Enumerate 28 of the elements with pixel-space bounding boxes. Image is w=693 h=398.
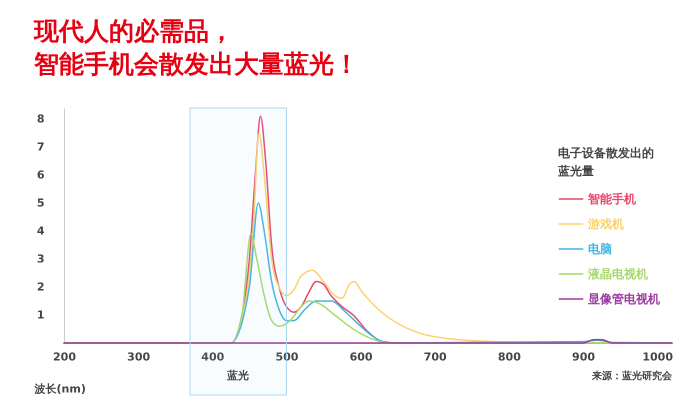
legend-label: 智能手机: [587, 192, 636, 206]
x-axis-title: 波长(nm): [34, 382, 86, 396]
legend-label: 液晶电视机: [587, 267, 648, 281]
chart-subtitle: 智能手机会散发出大量蓝光！: [33, 50, 359, 78]
y-tick-label: 5: [36, 196, 44, 210]
band-label: 蓝光: [226, 369, 250, 382]
y-tick-label: 2: [36, 280, 44, 294]
x-tick-label: 300: [127, 350, 150, 364]
x-tick-label: 900: [572, 350, 596, 364]
y-tick-label: 3: [36, 252, 44, 266]
x-tick-label: 700: [424, 350, 448, 364]
y-tick-label: 7: [36, 140, 44, 154]
x-tick-label: 200: [53, 350, 76, 364]
x-tick-label: 1000: [642, 350, 674, 364]
x-tick-label: 600: [350, 350, 373, 364]
chart-title: 现代人的必需品，: [33, 16, 234, 46]
y-tick-label: 6: [36, 168, 45, 182]
x-tick-label: 800: [498, 350, 522, 364]
y-tick-label: 1: [36, 308, 44, 322]
y-tick-label: 8: [36, 112, 44, 126]
source-note: 来源：蓝光研究会: [591, 370, 673, 382]
x-tick-label: 500: [275, 350, 299, 364]
x-tick-label: 400: [201, 350, 225, 364]
legend-label: 游戏机: [587, 217, 624, 231]
legend-label: 显像管电视机: [587, 292, 660, 306]
legend-title: 电子设备散发出的蓝光量: [557, 146, 654, 178]
legend-label: 电脑: [588, 242, 612, 256]
y-tick-label: 4: [36, 224, 45, 238]
